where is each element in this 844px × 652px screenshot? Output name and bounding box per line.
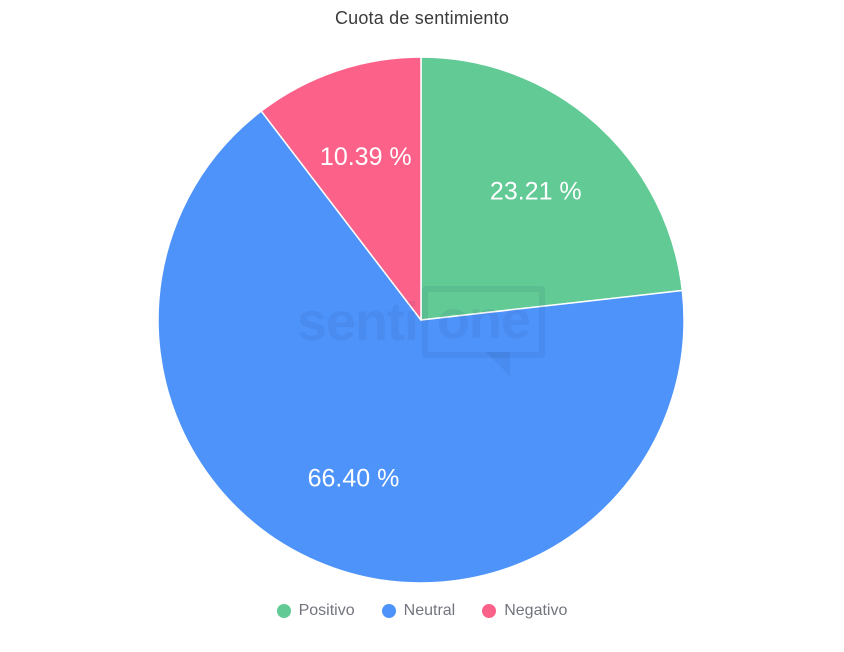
pie-slice-label-negativo: 10.39 % [320,143,412,171]
chart-title: Cuota de sentimiento [334,8,510,28]
pie-slice-negativo[interactable] [260,56,422,321]
legend-item-negativo[interactable]: Negativo [482,602,567,620]
legend-swatch-neutral-icon [381,604,396,618]
pie-slice-positivo[interactable] [420,56,684,321]
legend-swatch-positivo-icon [276,604,291,618]
legend: Positivo Neutral Negativo [0,602,844,620]
pie-slice-label-positivo: 23.21 % [490,178,582,206]
legend-label-negativo: Negativo [504,602,568,619]
legend-swatch-negativo-icon [482,604,497,618]
pie-slice-label-neutral: 66.40 % [308,465,400,493]
legend-label-positivo: Positivo [298,602,355,619]
legend-item-neutral[interactable]: Neutral [381,602,456,620]
legend-label-neutral: Neutral [403,602,456,619]
legend-item-positivo[interactable]: Positivo [276,602,355,620]
pie-slice-neutral[interactable] [157,110,685,584]
